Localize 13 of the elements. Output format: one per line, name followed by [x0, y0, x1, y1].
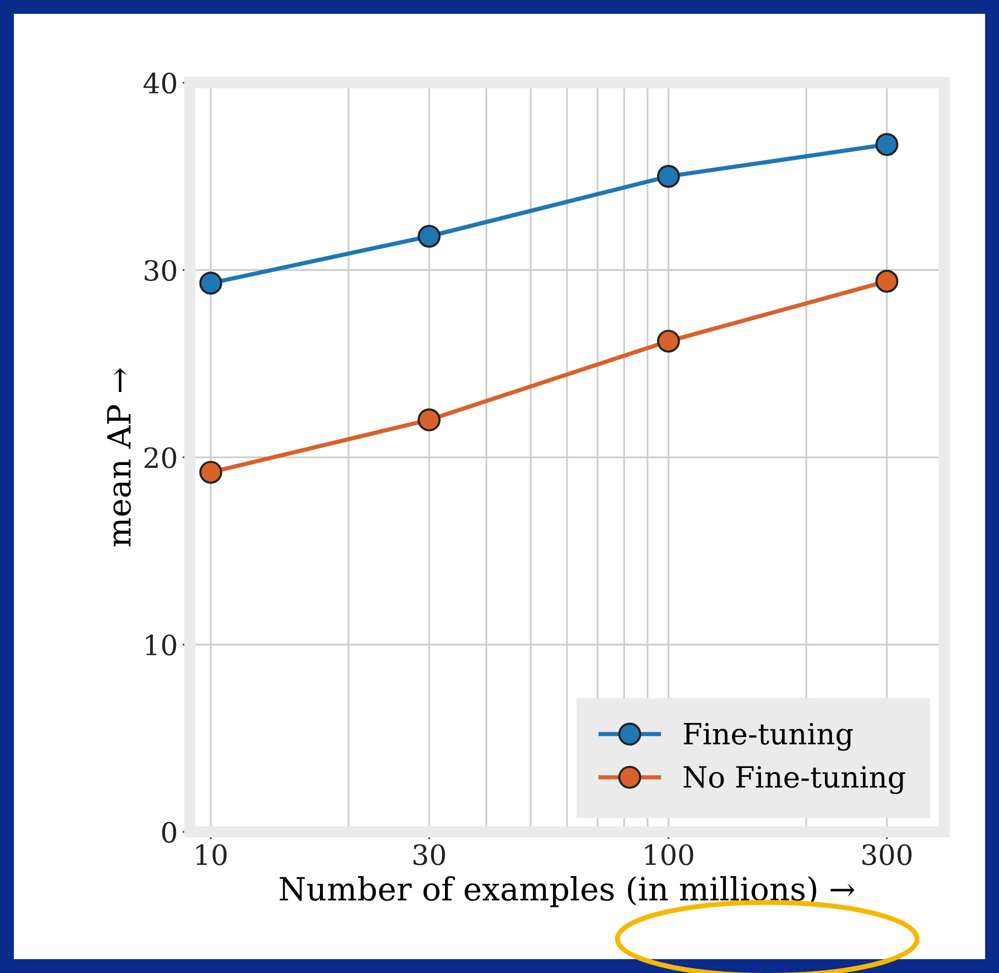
y-tick-label: 20 — [144, 447, 176, 468]
y-tick-label: 30 — [144, 260, 176, 281]
x-axis-title: Number of examples (in millions) → — [280, 876, 854, 908]
y-tick-label: 10 — [146, 634, 176, 656]
y-tick-label: 40 — [144, 72, 176, 94]
legend-label: No Fine-tuning — [684, 766, 906, 794]
x-tick-label: 100 — [645, 844, 694, 866]
legend-label: Fine-tuning — [684, 722, 853, 751]
y-axis-title: mean AP → — [107, 368, 131, 546]
x-tick-label: 300 — [862, 844, 912, 866]
x-tick-label: 10 — [196, 844, 227, 866]
x-tick-label: 30 — [414, 844, 445, 866]
y-tick-label: 0 — [162, 822, 176, 843]
